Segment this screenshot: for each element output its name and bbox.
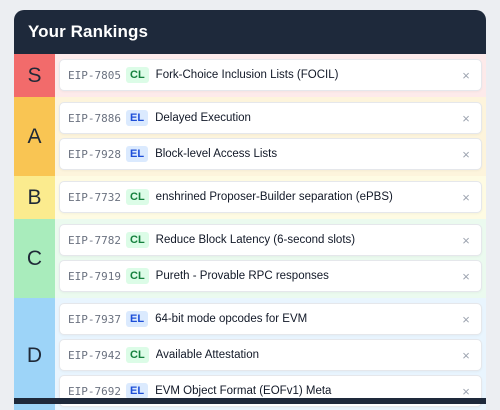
layer-badge: CL (126, 232, 149, 248)
ranking-item[interactable]: EIP-7886 EL Delayed Execution × (59, 102, 482, 134)
eip-number: EIP-7942 (68, 348, 121, 362)
tier-label: D (14, 298, 55, 410)
eip-number: EIP-7928 (68, 147, 121, 161)
eip-title: Available Attestation (155, 349, 260, 361)
close-icon[interactable]: × (462, 146, 470, 162)
tier-list: S EIP-7805 CL Fork-Choice Inclusion Lists (… (14, 54, 486, 410)
ranking-item[interactable]: EIP-7782 CL Reduce Block Latency (6-second… (59, 224, 482, 256)
ranking-item[interactable]: EIP-7937 EL 64-bit mode opcodes for EVM × (59, 303, 482, 335)
eip-number: EIP-7886 (68, 111, 121, 125)
eip-title: 64-bit mode opcodes for EVM (155, 313, 308, 325)
close-icon[interactable]: × (462, 232, 470, 248)
tier-row-a: A EIP-7886 EL Delayed Execution × EIP-7928 EL B… (14, 97, 486, 176)
eip-number: EIP-7732 (68, 190, 121, 204)
tier-label: A (14, 97, 55, 176)
close-icon[interactable]: × (462, 189, 470, 205)
tier-row-s: S EIP-7805 CL Fork-Choice Inclusion Lists (… (14, 54, 486, 97)
close-icon[interactable]: × (462, 383, 470, 399)
eip-number: EIP-7782 (68, 233, 121, 247)
eip-title: Reduce Block Latency (6-second slots) (155, 234, 356, 246)
layer-badge: EL (126, 311, 149, 327)
ranking-item[interactable]: EIP-7942 CL Available Attestation × (59, 339, 482, 371)
eip-title: Block-level Access Lists (155, 148, 278, 160)
tier-row-b: B EIP-7732 CL enshrined Proposer-Builder se… (14, 176, 486, 219)
ranking-item[interactable]: EIP-7928 EL Block-level Access Lists × (59, 138, 482, 170)
eip-number: EIP-7937 (68, 312, 121, 326)
layer-badge: CL (126, 268, 149, 284)
eip-number: EIP-7692 (68, 384, 121, 398)
ranking-item[interactable]: EIP-7919 CL Pureth - Provable RPC response… (59, 260, 482, 292)
tier-label: S (14, 54, 55, 97)
layer-badge: CL (126, 67, 149, 83)
close-icon[interactable]: × (462, 67, 470, 83)
rankings-panel: Your Rankings S EIP-7805 CL Fork-Choice Inc… (14, 10, 486, 410)
layer-badge: EL (126, 146, 149, 162)
ranking-item[interactable]: EIP-7732 CL enshrined Proposer-Builder sep… (59, 181, 482, 213)
tier-label: B (14, 176, 55, 219)
tier-row-c: C EIP-7782 CL Reduce Block Latency (6-secon… (14, 219, 486, 298)
layer-badge: EL (126, 110, 149, 126)
close-icon[interactable]: × (462, 110, 470, 126)
layer-badge: EL (126, 383, 149, 399)
eip-title: Pureth - Provable RPC responses (155, 270, 329, 282)
tier-items: EIP-7937 EL 64-bit mode opcodes for EVM × EI… (55, 298, 486, 410)
eip-title: Fork-Choice Inclusion Lists (FOCIL) (155, 69, 339, 81)
tier-items: EIP-7805 CL Fork-Choice Inclusion Lists (F… (55, 54, 486, 97)
eip-number: EIP-7919 (68, 269, 121, 283)
eip-title: EVM Object Format (EOFv1) Meta (155, 385, 332, 397)
eip-number: EIP-7805 (68, 68, 121, 82)
tier-items: EIP-7886 EL Delayed Execution × EIP-7928 EL Bl… (55, 97, 486, 176)
layer-badge: CL (126, 189, 149, 205)
tier-label: C (14, 219, 55, 298)
page-title: Your Rankings (28, 22, 149, 41)
tier-row-d: D EIP-7937 EL 64-bit mode opcodes for EVM × E… (14, 298, 486, 410)
eip-title: enshrined Proposer-Builder separation (e… (155, 191, 393, 203)
close-icon[interactable]: × (462, 311, 470, 327)
ranking-item[interactable]: EIP-7805 CL Fork-Choice Inclusion Lists (F… (59, 59, 482, 91)
eip-title: Delayed Execution (155, 112, 251, 124)
panel-header: Your Rankings (14, 10, 486, 54)
layer-badge: CL (126, 347, 149, 363)
close-icon[interactable]: × (462, 268, 470, 284)
close-icon[interactable]: × (462, 347, 470, 363)
footer-bar (14, 398, 486, 404)
tier-items: EIP-7732 CL enshrined Proposer-Builder sep… (55, 176, 486, 219)
tier-items: EIP-7782 CL Reduce Block Latency (6-second… (55, 219, 486, 298)
